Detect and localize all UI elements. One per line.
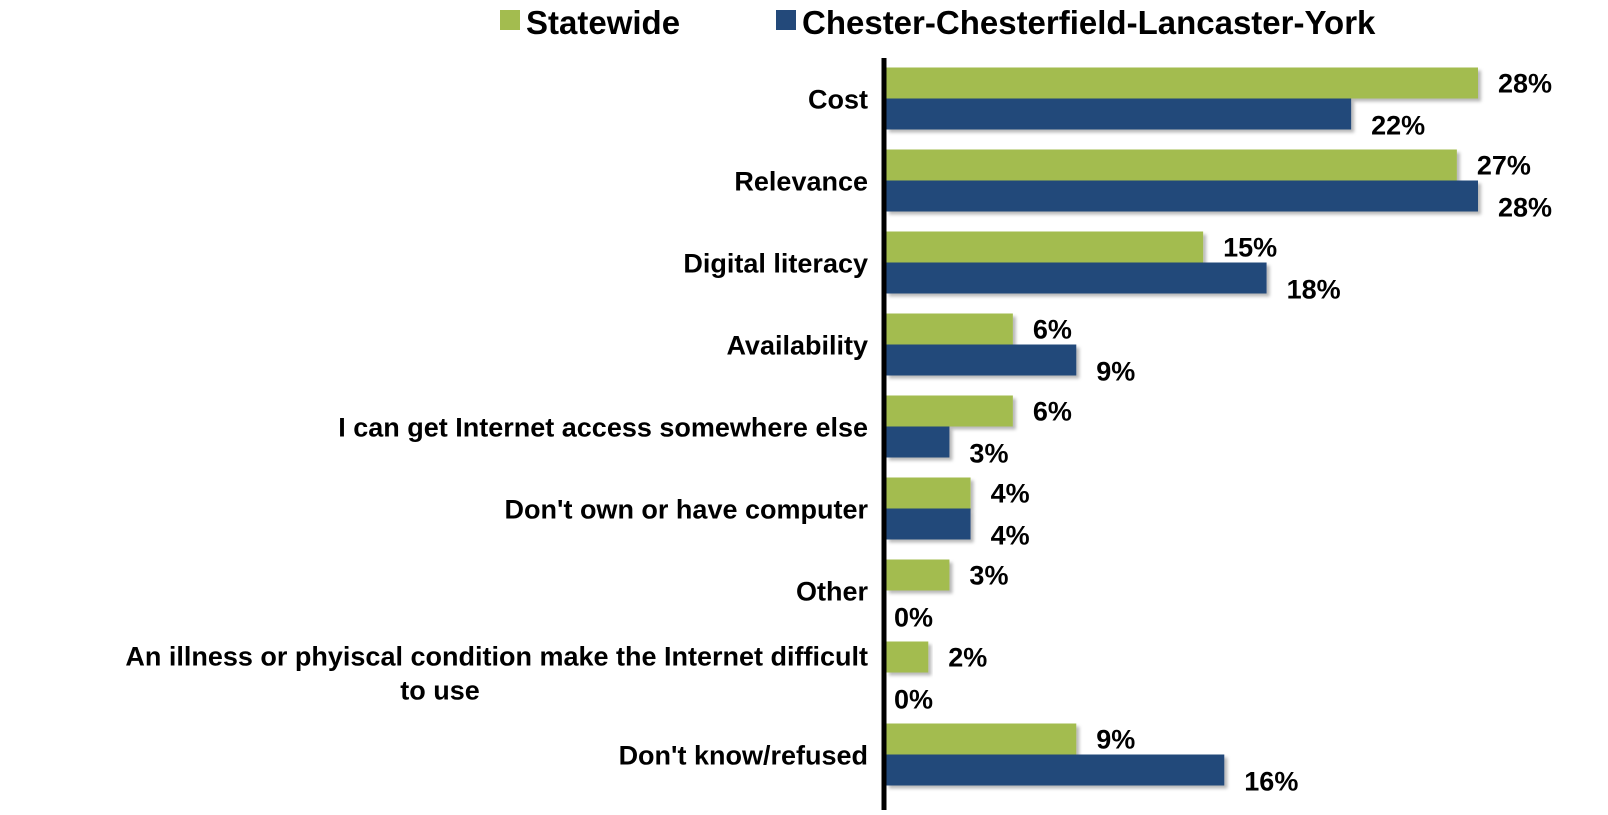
data-label-region-6: 0% (894, 603, 933, 633)
category-labels-group: Cost Relevance Digital literacy Availabilit… (125, 85, 868, 771)
bar-statewide-4 (886, 395, 1013, 427)
bar-statewide-6 (886, 559, 950, 591)
category-label-3: Availability (726, 331, 868, 361)
data-label-region-8: 16% (1244, 767, 1298, 797)
category-label-5: Don't own or have computer (505, 495, 869, 525)
category-label-7: An illness or phyiscal condition make th… (125, 642, 868, 672)
bar-region-1 (886, 180, 1478, 212)
data-label-statewide-2: 15% (1223, 233, 1277, 263)
legend-swatch-statewide (500, 10, 520, 30)
data-label-region-5: 4% (991, 521, 1030, 551)
category-label-6: Other (796, 577, 869, 607)
legend-label-statewide: Statewide (526, 4, 680, 41)
bar-statewide-5 (886, 477, 971, 509)
bar-statewide-0 (886, 67, 1478, 99)
data-label-statewide-3: 6% (1033, 315, 1072, 345)
category-label-2: Digital literacy (683, 249, 868, 279)
category-label-4: I can get Internet access somewhere else (338, 413, 868, 443)
category-label-7: to use (400, 676, 480, 706)
data-label-statewide-0: 28% (1498, 69, 1552, 99)
bar-region-0 (886, 98, 1352, 130)
data-label-region-0: 22% (1371, 111, 1425, 141)
data-labels-group: 28% 22% 27% 28% 15% 18% 6% 9% 6% 3% 4% 4% 3% 0% 2% 0% 9%… (894, 69, 1552, 797)
category-label-8: Don't know/refused (619, 741, 868, 771)
data-label-statewide-5: 4% (991, 479, 1030, 509)
legend: Statewide Chester-Chesterfield-Lancaster-… (500, 4, 1376, 41)
category-label-0: Cost (808, 85, 868, 115)
bar-statewide-8 (886, 723, 1077, 755)
category-label-1: Relevance (734, 167, 868, 197)
bar-statewide-1 (886, 149, 1457, 181)
bar-region-4 (886, 426, 950, 458)
data-label-region-4: 3% (969, 439, 1008, 469)
data-label-statewide-7: 2% (948, 643, 987, 673)
data-label-region-2: 18% (1287, 275, 1341, 305)
data-label-statewide-8: 9% (1096, 725, 1135, 755)
data-label-statewide-4: 6% (1033, 397, 1072, 427)
data-label-region-7: 0% (894, 685, 933, 715)
bar-region-8 (886, 754, 1225, 786)
legend-swatch-region (776, 10, 796, 30)
bar-region-3 (886, 344, 1077, 376)
data-label-region-3: 9% (1096, 357, 1135, 387)
data-label-region-1: 28% (1498, 193, 1552, 223)
bar-region-2 (886, 262, 1267, 294)
bar-statewide-7 (886, 641, 929, 673)
data-label-statewide-6: 3% (969, 561, 1008, 591)
data-label-statewide-1: 27% (1477, 151, 1531, 181)
bar-statewide-3 (886, 313, 1013, 345)
bar-statewide-2 (886, 231, 1204, 263)
bar-region-5 (886, 508, 971, 540)
legend-label-region: Chester-Chesterfield-Lancaster-York (802, 4, 1376, 41)
bars-group (886, 67, 1478, 786)
